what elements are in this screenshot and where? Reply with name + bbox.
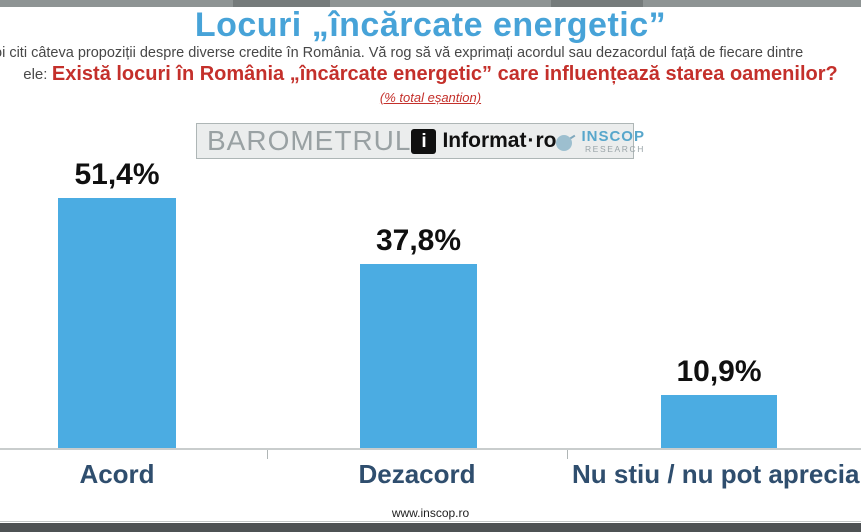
top-border-segment bbox=[233, 0, 330, 7]
bottom-divider bbox=[0, 521, 861, 522]
bar-dezacord bbox=[360, 264, 477, 448]
category-label-acord: Acord bbox=[79, 459, 155, 489]
bottom-border-strip bbox=[0, 523, 861, 532]
axis-tick bbox=[567, 450, 568, 459]
question-text: Există locuri în România „încărcate ener… bbox=[51, 63, 838, 85]
bar-nu-stiu bbox=[661, 395, 777, 448]
barometrul-logo: BAROMETRUL bbox=[207, 125, 412, 156]
value-label: 37,8% bbox=[375, 224, 462, 257]
informat-name: Informat bbox=[442, 129, 527, 152]
inscop-name: INSCOP bbox=[581, 127, 645, 145]
informat-tld: ro bbox=[535, 129, 557, 152]
bar-group-nu-stiu: 10,9% bbox=[661, 355, 777, 448]
intro-text: oi citi câteva propoziții despre diverse… bbox=[0, 45, 804, 61]
informat-logo-text: Informat·ro bbox=[442, 129, 556, 153]
inscop-subtitle: RESEARCH bbox=[584, 143, 645, 154]
page-title: Locuri „încărcate energetic” bbox=[194, 6, 667, 44]
sample-note: (% total eșantion) bbox=[379, 90, 482, 105]
bar-group-dezacord: 37,8% bbox=[360, 224, 477, 448]
question-prefix: ele: bbox=[23, 66, 48, 83]
top-border-strip bbox=[0, 0, 861, 7]
value-label: 10,9% bbox=[676, 355, 762, 388]
footer-url: www.inscop.ro bbox=[391, 506, 470, 520]
category-label-nu-stiu: Nu stiu / nu pot aprecia bbox=[572, 459, 860, 489]
informat-icon: i bbox=[411, 128, 437, 154]
question-line: ele: Există locuri în România „încărcate… bbox=[0, 63, 861, 86]
category-label-dezacord: Dezacord bbox=[358, 459, 476, 489]
x-axis-line bbox=[0, 448, 861, 450]
bar-acord bbox=[58, 198, 176, 448]
value-label: 51,4% bbox=[74, 158, 160, 191]
inscop-compass-icon bbox=[556, 131, 576, 151]
top-border-segment bbox=[551, 0, 643, 7]
informat-ro-logo: i Informat·ro bbox=[411, 128, 556, 154]
logo-band: BAROMETRUL i Informat·ro INSCOP RESEARCH bbox=[196, 123, 644, 159]
bar-group-acord: 51,4% bbox=[58, 158, 176, 448]
inscop-research-logo: INSCOP RESEARCH bbox=[556, 129, 645, 154]
axis-tick bbox=[267, 450, 268, 459]
informat-dot: · bbox=[527, 129, 535, 152]
